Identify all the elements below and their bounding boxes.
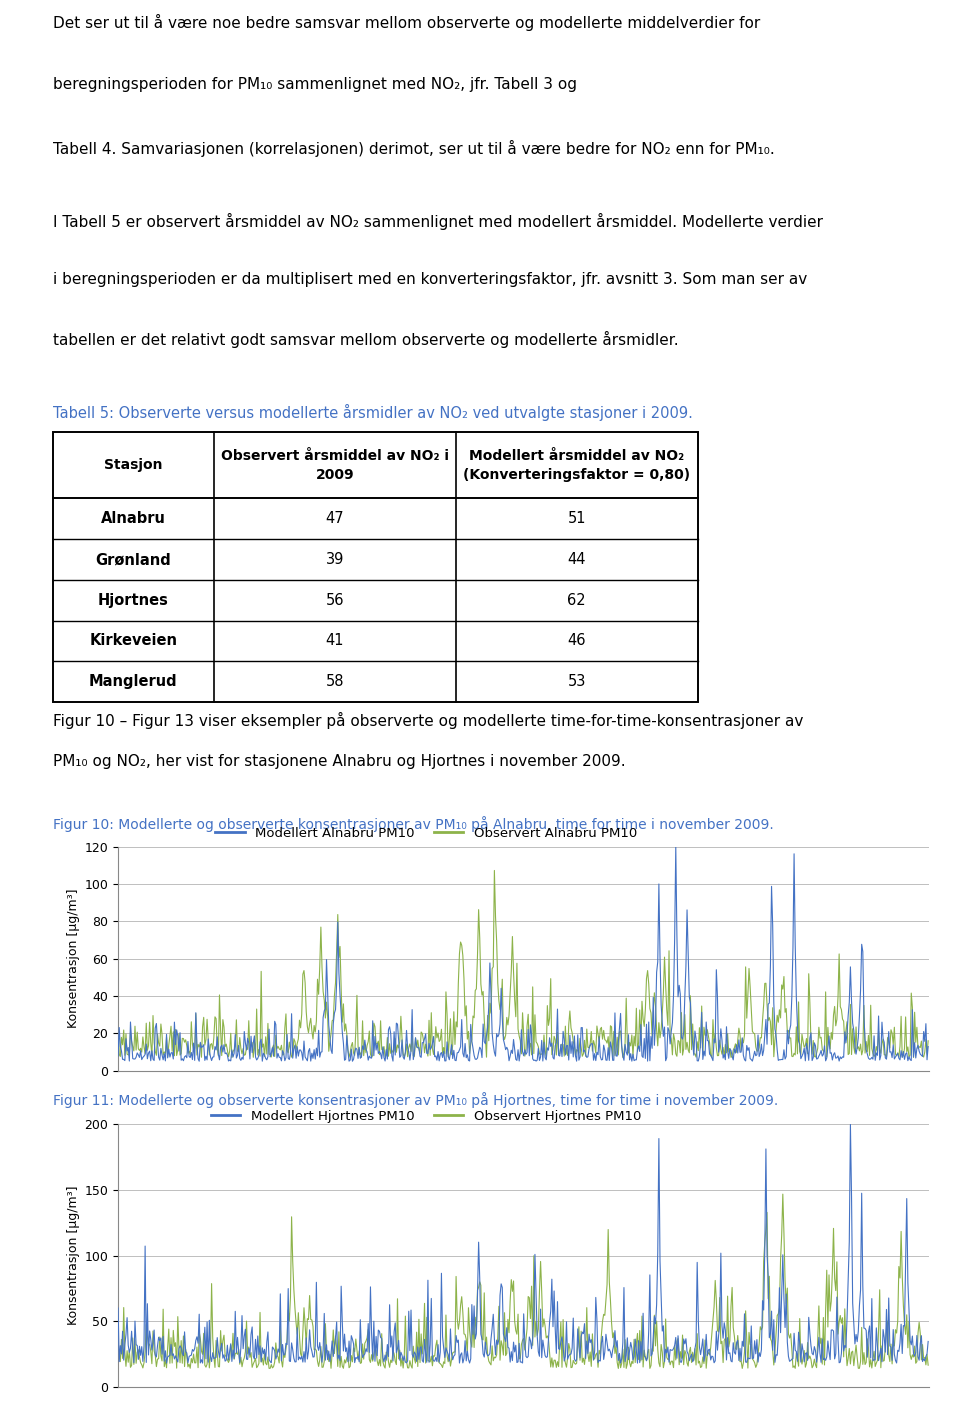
- Text: 53: 53: [567, 674, 586, 689]
- Text: 47: 47: [325, 512, 345, 526]
- Legend: Modellert Alnabru PM10, Observert Alnabru PM10: Modellert Alnabru PM10, Observert Alnabr…: [210, 822, 642, 845]
- Text: beregningsperioden for PM₁₀ sammenlignet med NO₂, jfr. Tabell 3 og: beregningsperioden for PM₁₀ sammenlignet…: [53, 77, 577, 92]
- Text: PM₁₀ og NO₂, her vist for stasjonene Alnabru og Hjortnes i november 2009.: PM₁₀ og NO₂, her vist for stasjonene Aln…: [53, 754, 625, 770]
- Y-axis label: Konsentrasjon [μg/m³]: Konsentrasjon [μg/m³]: [67, 1185, 81, 1326]
- Text: Tabell 4. Samvariasjonen (korrelasjonen) derimot, ser ut til å være bedre for NO: Tabell 4. Samvariasjonen (korrelasjonen)…: [53, 139, 775, 156]
- Text: Grønland: Grønland: [95, 552, 171, 567]
- Text: 51: 51: [567, 512, 586, 526]
- Text: i beregningsperioden er da multiplisert med en konverteringsfaktor, jfr. avsnitt: i beregningsperioden er da multiplisert …: [53, 272, 807, 286]
- Text: 39: 39: [325, 552, 344, 567]
- Text: 58: 58: [325, 674, 344, 689]
- Legend: Modellert Hjortnes PM10, Observert Hjortnes PM10: Modellert Hjortnes PM10, Observert Hjort…: [206, 1105, 647, 1129]
- Text: 56: 56: [325, 593, 344, 608]
- Text: Modellert årsmiddel av NO₂
(Konverteringsfaktor = 0,80): Modellert årsmiddel av NO₂ (Konvertering…: [463, 450, 690, 482]
- Text: Alnabru: Alnabru: [101, 512, 166, 526]
- Text: Figur 11: Modellerte og observerte konsentrasjoner av PM₁₀ på Hjortnes, time for: Figur 11: Modellerte og observerte konse…: [53, 1092, 778, 1109]
- Text: Figur 10: Modellerte og observerte konsentrasjoner av PM₁₀ på Alnabru, time for : Figur 10: Modellerte og observerte konse…: [53, 815, 774, 832]
- Y-axis label: Konsentrasjon [μg/m³]: Konsentrasjon [μg/m³]: [67, 889, 81, 1028]
- Text: Manglerud: Manglerud: [89, 674, 178, 689]
- Text: 46: 46: [567, 634, 586, 648]
- Text: Figur 10 – Figur 13 viser eksempler på observerte og modellerte time-for-time-ko: Figur 10 – Figur 13 viser eksempler på o…: [53, 712, 804, 729]
- Text: Tabell 5: Observerte versus modellerte årsmidler av NO₂ ved utvalgte stasjoner i: Tabell 5: Observerte versus modellerte å…: [53, 404, 693, 421]
- Text: 62: 62: [567, 593, 586, 608]
- Text: Hjortnes: Hjortnes: [98, 593, 169, 608]
- Text: Observert årsmiddel av NO₂ i
2009: Observert årsmiddel av NO₂ i 2009: [221, 450, 449, 482]
- Text: I Tabell 5 er observert årsmiddel av NO₂ sammenlignet med modellert årsmiddel. M: I Tabell 5 er observert årsmiddel av NO₂…: [53, 213, 823, 230]
- Text: Kirkeveien: Kirkeveien: [89, 634, 178, 648]
- Text: Stasjon: Stasjon: [104, 458, 162, 472]
- Text: Det ser ut til å være noe bedre samsvar mellom observerte og modellerte middelve: Det ser ut til å være noe bedre samsvar …: [53, 14, 760, 31]
- Text: tabellen er det relativt godt samsvar mellom observerte og modellerte årsmidler.: tabellen er det relativt godt samsvar me…: [53, 332, 679, 349]
- Text: 41: 41: [325, 634, 344, 648]
- Text: 44: 44: [567, 552, 586, 567]
